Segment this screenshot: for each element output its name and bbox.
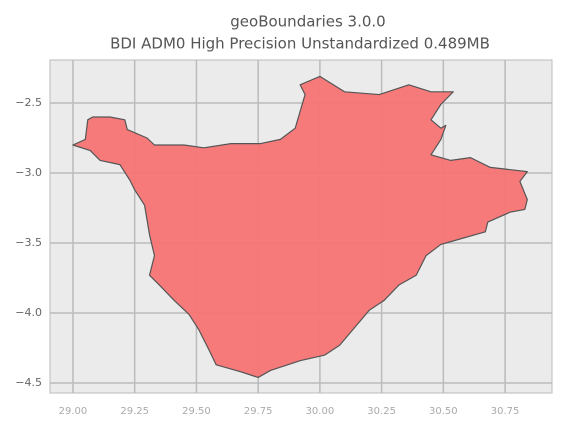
x-tick-label: 30.50 [429, 406, 458, 417]
x-tick-label: 29.50 [182, 406, 211, 417]
chart-title: geoBoundaries 3.0.0 [230, 13, 385, 31]
y-tick-label: −3.5 [15, 236, 42, 249]
chart-subtitle: BDI ADM0 High Precision Unstandardized 0… [110, 35, 490, 53]
y-tick-label: −2.5 [15, 96, 42, 109]
y-tick-label: −4.5 [15, 376, 42, 389]
x-tick-label: 30.75 [491, 406, 520, 417]
x-tick-label: 29.00 [59, 406, 88, 417]
y-tick-label: −3.0 [15, 166, 42, 179]
country-boundary [72, 75, 528, 379]
y-tick-label: −4.0 [15, 306, 42, 319]
x-tick-label: 29.75 [244, 406, 273, 417]
x-tick-label: 30.00 [306, 406, 335, 417]
x-tick-label: 29.25 [120, 406, 149, 417]
x-tick-label: 30.25 [367, 406, 396, 417]
